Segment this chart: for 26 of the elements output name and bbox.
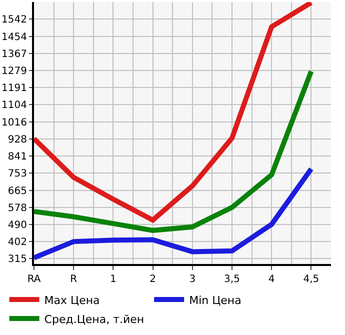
y-tick-label: 402 [8,237,27,248]
legend-label: Min Цена [189,294,242,307]
x-tick-label: 1 [110,274,116,285]
y-tick-label: 490 [8,220,27,232]
x-tick-label: RA [27,274,41,285]
x-tick-label: 3,5 [224,274,240,285]
x-tick-label: 4,5 [303,274,320,285]
x-tick-label: R [70,274,78,285]
legend-label: Сред.Цена, т.йен [44,312,144,326]
y-tick-label: 315 [8,254,27,266]
x-tick-label: 2 [150,274,156,285]
legend-label: Max Цена [44,294,100,307]
y-tick-label: 1016 [2,117,27,128]
y-tick-label: 578 [8,202,27,214]
y-tick-label: 753 [8,168,27,180]
x-tick-label: 3 [189,274,196,285]
y-tick-label: 665 [8,186,27,197]
x-tick-label: 4 [268,274,275,285]
y-tick-label: 1542 [2,14,27,26]
y-tick-label: 1454 [2,32,27,43]
y-tick-label: 1104 [2,100,27,112]
y-tick-label: 928 [8,134,27,146]
y-tick-label: 1367 [2,48,27,60]
y-tick-label: 1279 [2,66,27,78]
y-tick-label: 841 [8,152,27,163]
y-tick-label: 1191 [2,83,27,94]
